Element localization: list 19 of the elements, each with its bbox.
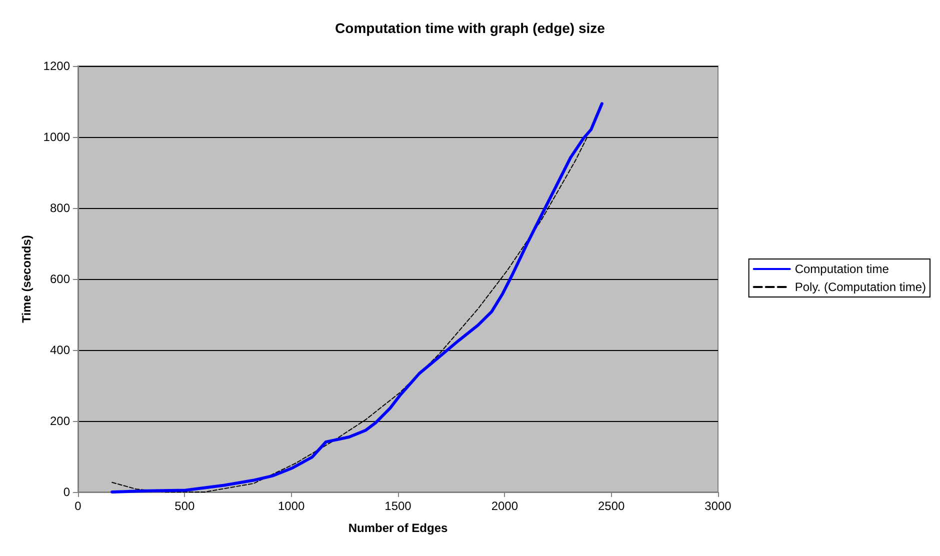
y-tick-label: 0 <box>63 485 70 499</box>
y-axis-title: Time (seconds) <box>19 235 34 323</box>
y-tick-label: 600 <box>50 272 70 286</box>
x-tick-label: 2000 <box>491 499 518 513</box>
legend-label: Computation time <box>794 262 890 276</box>
x-tick-label: 1500 <box>384 499 412 513</box>
chart-title: Computation time with graph (edge) size <box>335 20 606 36</box>
y-tick-label: 200 <box>50 414 70 428</box>
legend-label: Poly. (Computation time) <box>794 280 926 294</box>
y-tick-label: 400 <box>50 343 70 357</box>
x-tick-label: 1000 <box>278 499 306 513</box>
y-tick-label: 800 <box>50 201 70 215</box>
x-tick-label: 2500 <box>598 499 626 513</box>
y-tick-label: 1000 <box>43 130 70 144</box>
y-tick-label: 1200 <box>43 59 70 73</box>
x-tick-label: 500 <box>174 499 195 513</box>
x-axis-title: Number of Edges <box>348 521 448 535</box>
x-tick-label: 3000 <box>704 499 732 513</box>
x-tick-label: 0 <box>74 499 82 513</box>
